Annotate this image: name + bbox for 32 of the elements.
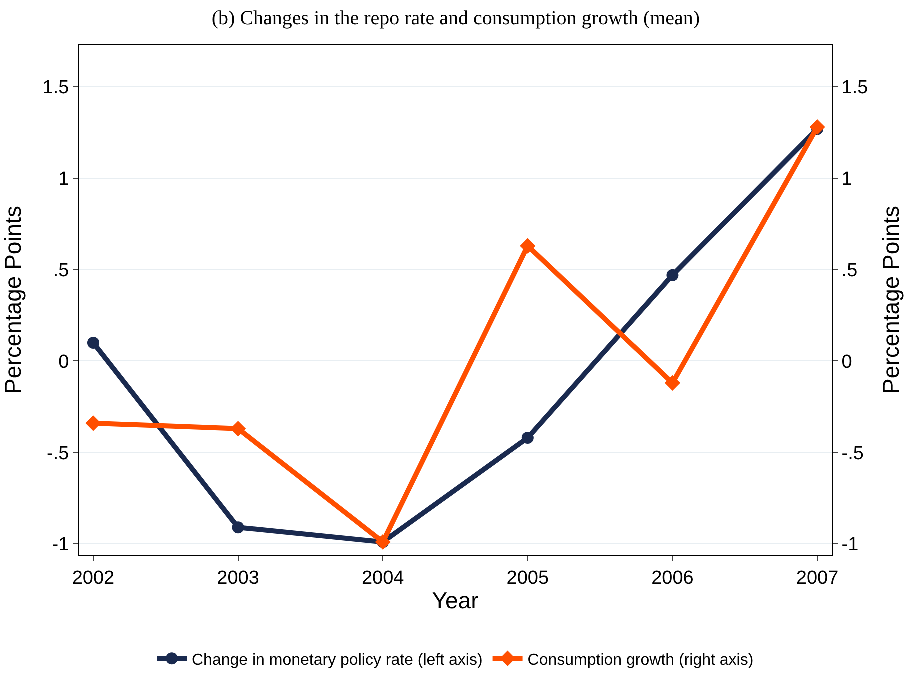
point xyxy=(87,336,100,349)
y-tick-label: -1 xyxy=(52,534,70,556)
point xyxy=(664,375,681,391)
x-tick-label: 2002 xyxy=(72,568,115,589)
y2-tick-label: 0 xyxy=(842,352,852,373)
point xyxy=(810,119,826,136)
y-tick-label: .5 xyxy=(53,260,70,282)
point xyxy=(522,432,534,444)
chart-title: (b) Changes in the repo rate and consumption growth (mean) xyxy=(212,7,700,30)
y2-tick-label: -.5 xyxy=(842,443,864,464)
point xyxy=(520,238,536,254)
y2-axis-title: Percentage Points xyxy=(878,206,904,394)
y-tick-label: 1 xyxy=(58,169,70,190)
x-tick-label: 2003 xyxy=(217,568,260,589)
y2-tick-label: .5 xyxy=(842,260,858,282)
y-axis-title: Percentage Points xyxy=(0,206,26,394)
y-tick-label: 0 xyxy=(58,352,70,373)
y2-tick-label: -1 xyxy=(842,534,859,556)
y-tick-label: 1.5 xyxy=(42,78,70,99)
point xyxy=(86,416,102,432)
point xyxy=(666,269,679,282)
x-tick-label: 2005 xyxy=(506,568,550,589)
x-tick-label: 2004 xyxy=(362,568,405,589)
y-tick-label: -.5 xyxy=(47,443,70,464)
y2-tick-label: 1.5 xyxy=(842,78,868,99)
legend-label: Consumption growth (right axis) xyxy=(528,652,754,669)
legend-label: Change in monetary policy rate (left axis) xyxy=(192,652,483,669)
x-axis-title: Year xyxy=(432,587,480,614)
x-tick-label: 2006 xyxy=(652,568,694,589)
y2-tick-label: 1 xyxy=(842,169,852,190)
x-tick-label: 2007 xyxy=(796,568,839,589)
point xyxy=(232,522,244,534)
